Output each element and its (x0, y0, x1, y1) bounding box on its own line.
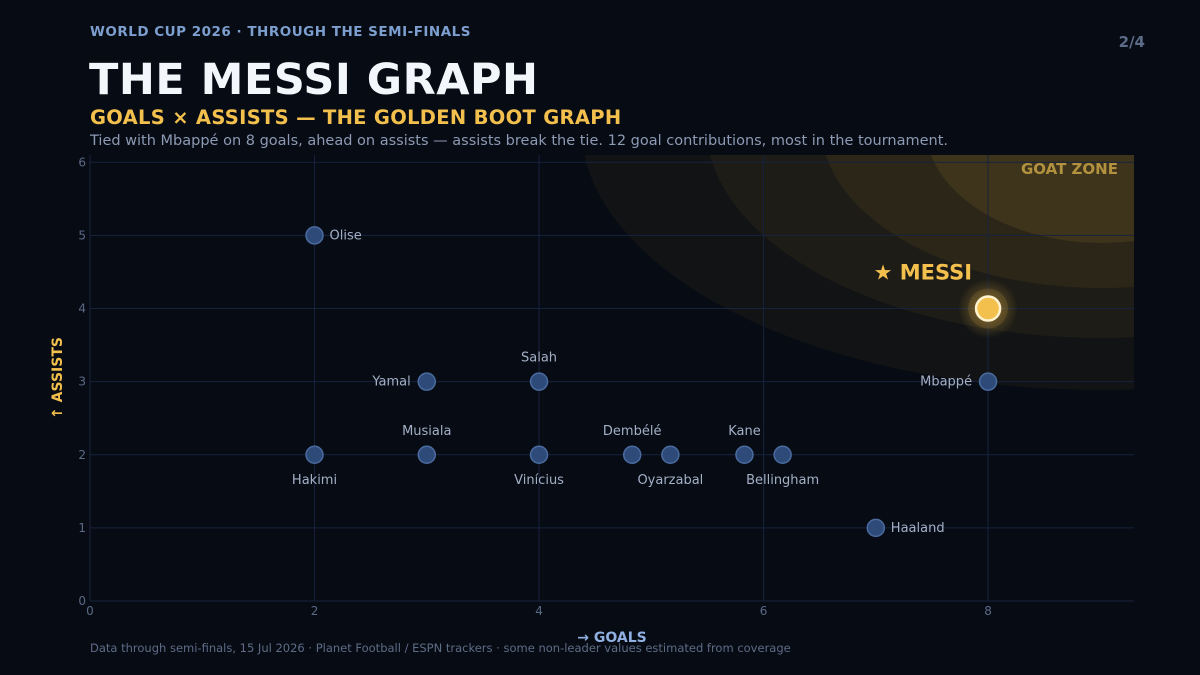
chart-title: THE MESSI GRAPH (89, 55, 539, 105)
y-tick-label: 2 (78, 448, 86, 462)
data-point (661, 445, 680, 465)
source-note: Data through semi-finals, 15 Jul 2026 · … (90, 641, 791, 655)
goat-zone-label: GOAT ZONE (1021, 160, 1118, 178)
data-point (735, 445, 754, 465)
point-label: Hakimi (292, 473, 337, 488)
data-point (529, 445, 549, 465)
highlight-point (974, 295, 1002, 322)
highlight-label: ★ MESSI (874, 261, 973, 285)
y-tick-label: 0 (78, 594, 86, 608)
point-label: Vinícius (514, 473, 564, 488)
goat-zone-band-2 (710, 155, 1134, 338)
goat-zone-band-3 (825, 155, 1134, 288)
point-label: Mbappé (920, 375, 972, 390)
point-label: Salah (521, 351, 557, 366)
x-tick-label: 0 (86, 604, 94, 618)
point-label: Bellingham (746, 473, 819, 488)
point-label: Musiala (402, 424, 451, 439)
y-tick-label: 3 (78, 375, 86, 389)
y-tick-label: 6 (78, 155, 86, 169)
y-tick-label: 1 (78, 521, 86, 535)
data-point (773, 445, 792, 465)
point-label: Dembélé (603, 424, 662, 439)
goat-zone (584, 155, 1134, 390)
data-point (305, 226, 324, 245)
page-indicator: 2/4 (1118, 33, 1145, 51)
data-point (866, 518, 886, 538)
data-point (529, 372, 549, 391)
points: Olise Yamal Salah Mbappé Hakimi Musiala Viníci… (292, 226, 1019, 538)
x-tick-label: 4 (535, 604, 543, 618)
point-label: Oyarzabal (637, 473, 703, 488)
data-point (417, 445, 437, 465)
y-tick-label: 5 (78, 228, 86, 242)
y-axis-title: ↑ ASSISTS (50, 337, 66, 419)
chart-subtitle: GOALS × ASSISTS — THE GOLDEN BOOT GRAPH (90, 106, 622, 129)
point-label: Yamal (371, 375, 410, 390)
chart-description: Tied with Mbappé on 8 goals, ahead on as… (90, 133, 949, 149)
x-axis-title: → GOALS (577, 630, 646, 646)
point-label: Haaland (891, 521, 945, 536)
x-tick-label: 6 (760, 604, 768, 618)
axis-ticks: 0 2 4 6 8 0 1 2 3 4 5 6 (78, 155, 992, 618)
data-point (978, 372, 998, 391)
data-point (622, 445, 642, 465)
data-point (417, 372, 437, 391)
point-label: Kane (728, 424, 761, 439)
x-tick-label: 8 (984, 604, 992, 618)
x-tick-label: 2 (311, 604, 319, 618)
y-tick-label: 4 (78, 302, 86, 316)
chart-kicker: WORLD CUP 2026 · THROUGH THE SEMI-FINALS (90, 24, 472, 40)
goat-zone-band-4 (930, 155, 1134, 243)
data-point (305, 445, 324, 465)
point-label: Olise (330, 228, 362, 243)
